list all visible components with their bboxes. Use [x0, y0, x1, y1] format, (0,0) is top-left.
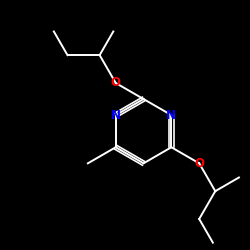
Text: N: N — [166, 108, 176, 122]
Text: O: O — [194, 157, 204, 170]
Text: N: N — [111, 108, 121, 122]
Text: O: O — [111, 76, 121, 90]
